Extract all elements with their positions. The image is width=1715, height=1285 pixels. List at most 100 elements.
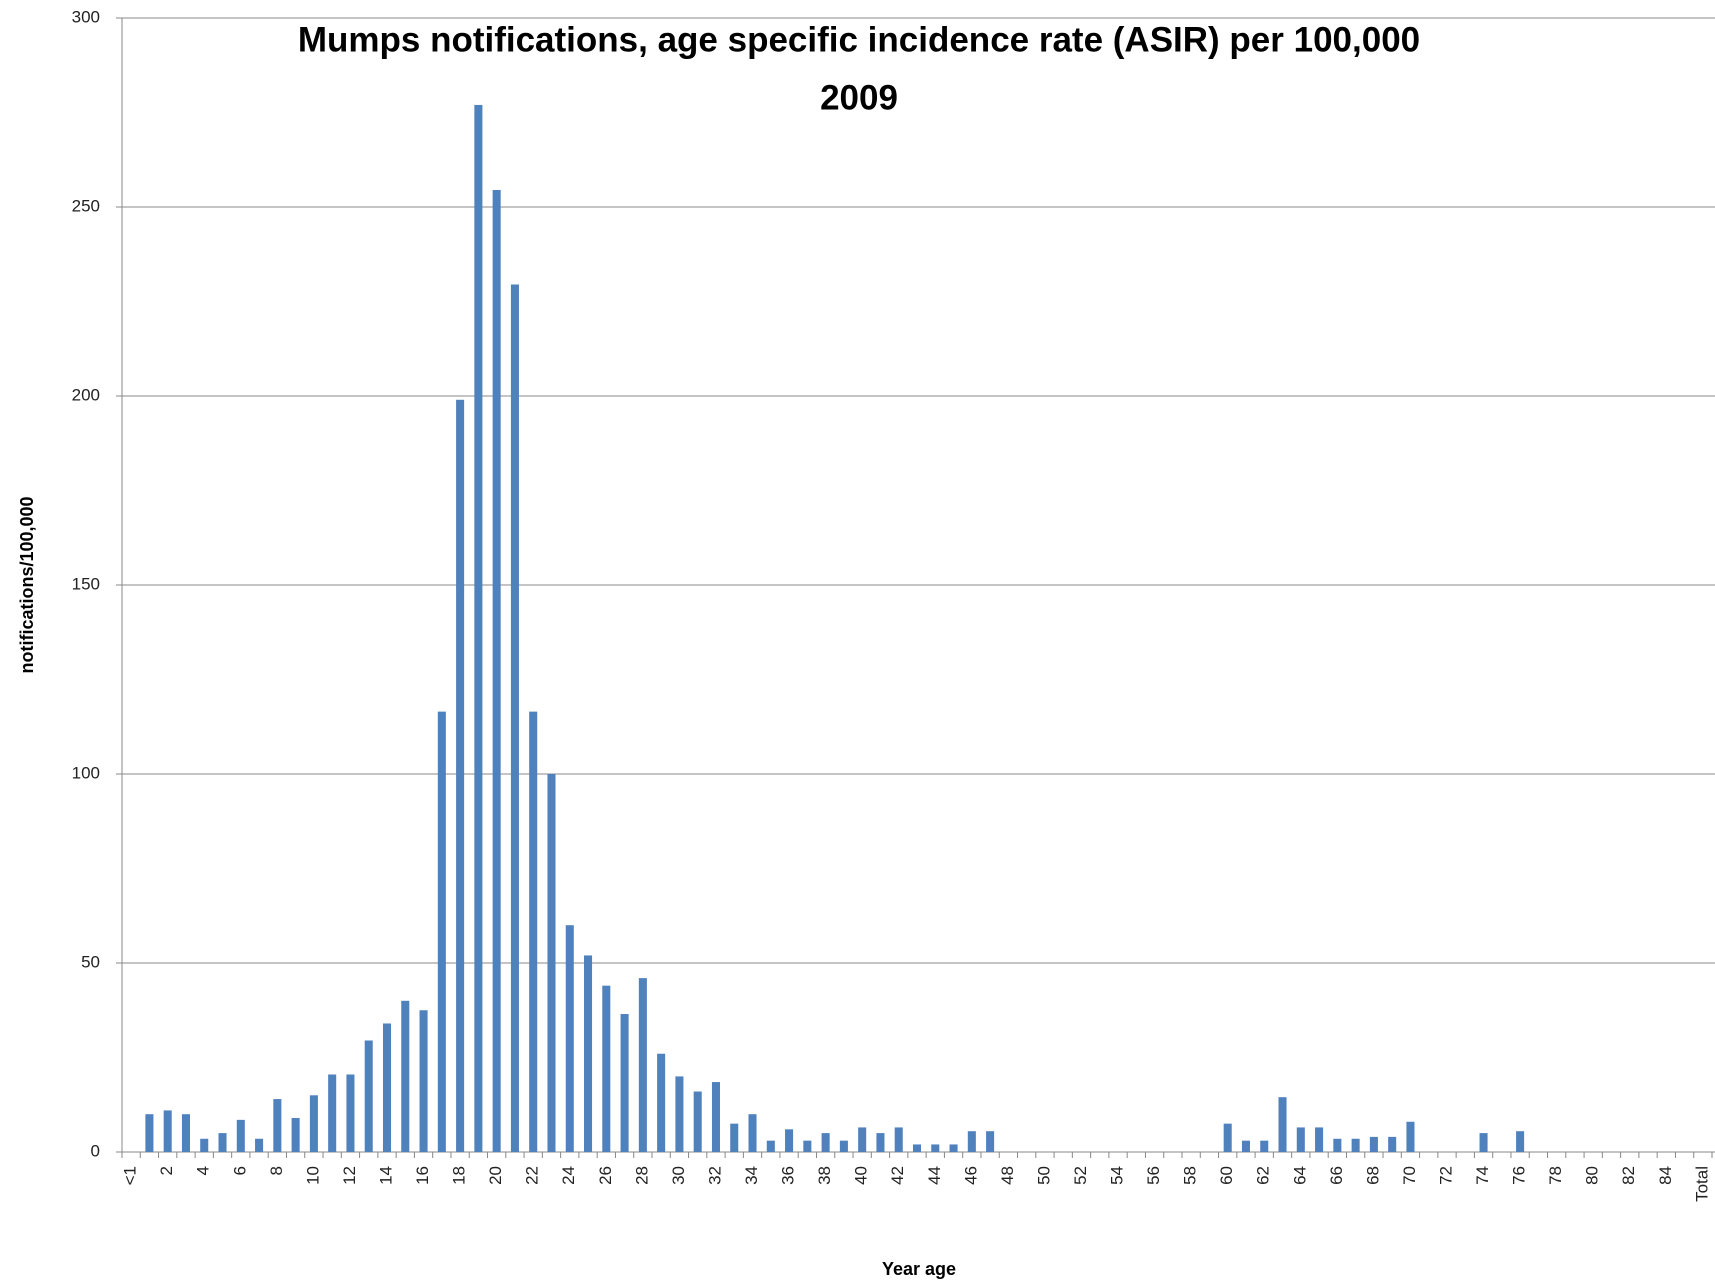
x-tick-label: 84 xyxy=(1656,1166,1675,1185)
bar xyxy=(821,1133,830,1152)
x-tick-label: 62 xyxy=(1254,1166,1273,1185)
bar xyxy=(529,711,538,1152)
y-tick-label: 0 xyxy=(91,1141,100,1160)
bar xyxy=(1369,1136,1378,1152)
x-tick-label: 82 xyxy=(1619,1166,1638,1185)
x-tick-label: 72 xyxy=(1436,1166,1455,1185)
x-tick-label: 44 xyxy=(925,1166,944,1185)
y-tick-label: 250 xyxy=(72,196,100,215)
x-tick-label: 40 xyxy=(852,1166,871,1185)
y-tick-label: 100 xyxy=(72,763,100,782)
bar xyxy=(693,1091,702,1152)
x-tick-label: 2 xyxy=(157,1166,176,1175)
x-tick-label: 60 xyxy=(1217,1166,1236,1185)
bar xyxy=(309,1095,318,1152)
bar xyxy=(711,1082,720,1152)
bar xyxy=(419,1010,428,1152)
bar xyxy=(1260,1140,1269,1152)
x-tick-label: 50 xyxy=(1034,1166,1053,1185)
bar xyxy=(876,1133,885,1152)
x-tick-label: 16 xyxy=(413,1166,432,1185)
bar xyxy=(730,1123,739,1152)
bar xyxy=(255,1138,264,1152)
x-tick-label: 6 xyxy=(230,1166,249,1175)
x-tick-label: 48 xyxy=(998,1166,1017,1185)
bar xyxy=(986,1131,995,1152)
bar xyxy=(638,978,647,1152)
bar xyxy=(456,399,465,1152)
x-tick-label: 70 xyxy=(1400,1166,1419,1185)
x-tick-label: 8 xyxy=(267,1166,286,1175)
x-tick-label: 58 xyxy=(1181,1166,1200,1185)
x-tick-label: 38 xyxy=(815,1166,834,1185)
x-tick-label: 46 xyxy=(961,1166,980,1185)
bar xyxy=(1516,1131,1525,1152)
bar xyxy=(967,1131,976,1152)
x-tick-label: 64 xyxy=(1290,1166,1309,1185)
x-tick-label: 80 xyxy=(1583,1166,1602,1185)
bar xyxy=(382,1023,392,1152)
chart-subtitle: 2009 xyxy=(820,78,898,117)
bar xyxy=(474,104,483,1153)
bar xyxy=(748,1114,757,1152)
bar xyxy=(1315,1127,1324,1152)
x-tick-label: 66 xyxy=(1327,1166,1346,1185)
x-tick-label: 32 xyxy=(705,1166,724,1185)
x-tick-label: 28 xyxy=(632,1166,651,1185)
x-tick-label: 52 xyxy=(1071,1166,1090,1185)
bar xyxy=(273,1099,282,1152)
x-tick-label: 78 xyxy=(1546,1166,1565,1185)
bar xyxy=(894,1127,903,1152)
y-axis-title: notifications/100,000 xyxy=(17,496,37,673)
bar xyxy=(145,1114,154,1152)
x-tick-label: 10 xyxy=(303,1166,322,1185)
bar xyxy=(620,1014,629,1152)
bar xyxy=(675,1076,684,1152)
bar xyxy=(1351,1138,1360,1152)
y-tick-label: 300 xyxy=(72,7,100,26)
x-tick-label: 22 xyxy=(523,1166,542,1185)
bar xyxy=(1333,1138,1342,1152)
bar xyxy=(401,1000,410,1152)
bar xyxy=(291,1117,300,1152)
bar xyxy=(785,1129,794,1152)
y-tick-label: 200 xyxy=(72,385,100,404)
chart-title: Mumps notifications, age specific incide… xyxy=(298,20,1420,59)
bar xyxy=(912,1144,922,1152)
x-tick-label: 14 xyxy=(376,1166,395,1185)
bar xyxy=(584,955,593,1152)
x-tick-label: 76 xyxy=(1510,1166,1529,1185)
x-tick-label: 20 xyxy=(486,1166,505,1185)
x-tick-label: 56 xyxy=(1144,1166,1163,1185)
bar xyxy=(163,1110,172,1152)
bar xyxy=(858,1127,867,1152)
x-tick-label: 34 xyxy=(742,1166,761,1185)
x-tick-label: 30 xyxy=(669,1166,688,1185)
x-tick-label: 42 xyxy=(888,1166,907,1185)
x-axis-title: Year age xyxy=(882,1259,956,1279)
x-tick-label: <1 xyxy=(121,1166,140,1185)
bar xyxy=(657,1053,666,1152)
x-tick-label: 68 xyxy=(1363,1166,1382,1185)
bar xyxy=(218,1133,227,1152)
bar xyxy=(949,1144,958,1152)
x-tick-label: 4 xyxy=(194,1166,213,1175)
bar xyxy=(492,189,501,1153)
bar xyxy=(839,1140,848,1152)
bar xyxy=(510,284,519,1152)
bar xyxy=(328,1074,337,1152)
x-tick-label: 26 xyxy=(596,1166,615,1185)
bar xyxy=(1406,1121,1415,1152)
bar xyxy=(1241,1140,1250,1152)
bar xyxy=(803,1140,812,1152)
bar xyxy=(200,1138,209,1152)
bar xyxy=(437,711,446,1152)
bar xyxy=(1479,1133,1488,1152)
bar xyxy=(766,1140,775,1152)
y-tick-label: 50 xyxy=(81,952,100,971)
bar xyxy=(346,1074,355,1152)
x-tick-label: 74 xyxy=(1473,1166,1492,1185)
bar xyxy=(1388,1136,1397,1152)
bar xyxy=(931,1144,940,1152)
